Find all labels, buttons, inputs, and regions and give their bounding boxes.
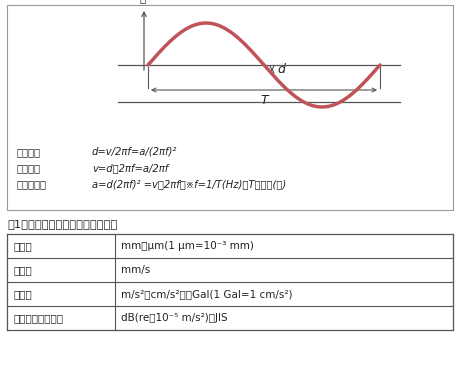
Text: T: T — [260, 94, 268, 107]
Text: d=v/2πf=a/(2πf)²: d=v/2πf=a/(2πf)² — [92, 147, 177, 157]
Text: 振動加速度レベル: 振動加速度レベル — [13, 313, 63, 323]
Text: dB(re・10⁻⁵ m/s²)：JIS: dB(re・10⁻⁵ m/s²)：JIS — [121, 313, 228, 323]
Text: 加速度: 加速度 — [13, 289, 32, 299]
Text: 加速度振幅: 加速度振幅 — [16, 179, 46, 189]
Text: 速度振幅: 速度振幅 — [16, 163, 40, 173]
Text: d: d — [277, 63, 285, 76]
Text: m/s²、cm/s²　　Gal(1 Gal=1 cm/s²): m/s²、cm/s² Gal(1 Gal=1 cm/s²) — [121, 289, 292, 299]
Text: 変位振幅: 変位振幅 — [16, 147, 40, 157]
FancyBboxPatch shape — [7, 5, 453, 210]
Text: a=d(2πf)² =v・2πf　※f=1/T(Hz)、Tは周期(秒): a=d(2πf)² =v・2πf ※f=1/T(Hz)、Tは周期(秒) — [92, 179, 286, 189]
Text: mm、μm(1 μm=10⁻³ mm): mm、μm(1 μm=10⁻³ mm) — [121, 241, 254, 251]
Text: v=d・2πf=a/2πf: v=d・2πf=a/2πf — [92, 163, 168, 173]
Text: 速　度: 速 度 — [13, 265, 32, 275]
Text: 変
位: 変 位 — [140, 0, 146, 3]
Text: mm/s: mm/s — [121, 265, 150, 275]
Text: 表1　振動の大きさを表す実用単位: 表1 振動の大きさを表す実用単位 — [7, 219, 118, 229]
Text: 変　位: 変 位 — [13, 241, 32, 251]
